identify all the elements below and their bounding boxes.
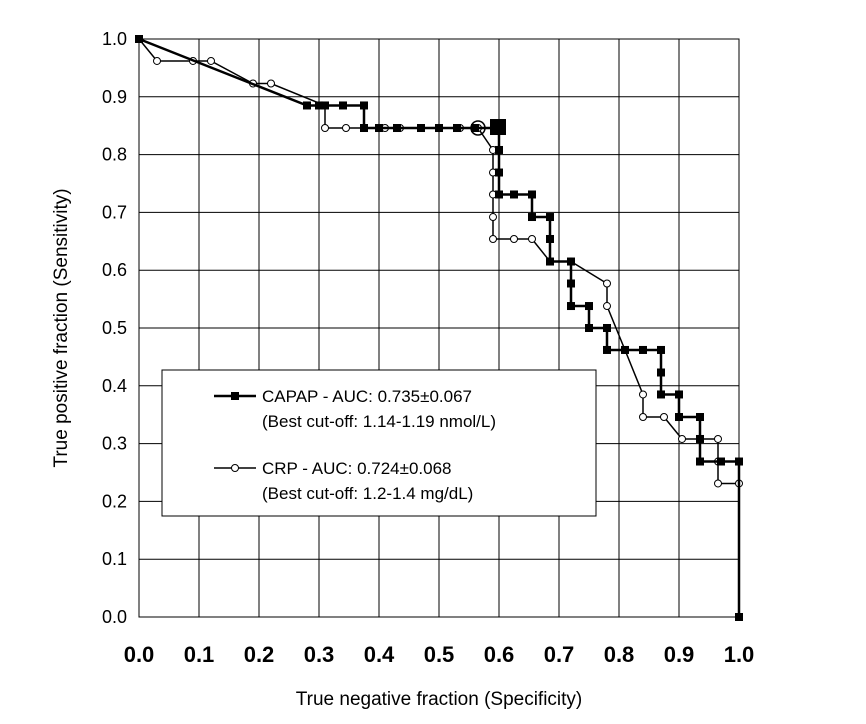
series-layer <box>135 35 743 621</box>
crp-point <box>510 234 518 243</box>
crp-point <box>153 56 161 65</box>
capap-point <box>360 101 368 110</box>
y-tick-label: 0.1 <box>102 549 127 569</box>
capap-point <box>546 213 554 222</box>
capap-point <box>657 345 665 354</box>
x-tick-label: 0.6 <box>484 642 515 667</box>
crp-point <box>489 213 497 222</box>
legend-crp-cutoff: (Best cut-off: 1.2-1.4 mg/dL) <box>262 484 473 503</box>
capap-point <box>393 124 401 133</box>
legend: CAPAP - AUC: 0.735±0.067 (Best cut-off: … <box>161 369 597 517</box>
crp-point <box>528 234 536 243</box>
y-tick-label: 1.0 <box>102 29 127 49</box>
y-tick-label: 0.9 <box>102 87 127 107</box>
crp-point <box>207 56 215 65</box>
y-tick-label: 0.7 <box>102 202 127 222</box>
crp-point <box>639 413 647 422</box>
crp-point <box>714 434 722 443</box>
crp-point <box>603 302 611 311</box>
x-tick-label: 0.1 <box>184 642 215 667</box>
crp-point <box>639 390 647 399</box>
x-tick-label: 0.9 <box>664 642 695 667</box>
capap-point <box>717 457 725 466</box>
capap-point <box>603 324 611 332</box>
x-tick-label: 1.0 <box>724 642 755 667</box>
capap-point <box>735 457 743 466</box>
capap-point <box>375 124 383 133</box>
capap-point <box>303 101 311 110</box>
capap-point <box>135 35 143 43</box>
capap-point <box>675 413 683 422</box>
y-tick-label: 0.5 <box>102 318 127 338</box>
capap-point <box>696 413 704 422</box>
capap-point <box>696 457 704 466</box>
capap-point <box>495 168 503 177</box>
capap-point <box>585 302 593 311</box>
y-axis-ticks: 0.0 0.1 0.2 0.3 0.4 0.5 0.6 0.7 0.8 0.9 1.0 <box>102 29 127 627</box>
y-tick-label: 0.6 <box>102 260 127 280</box>
capap-point <box>567 257 575 266</box>
legend-crp-marker <box>231 464 239 472</box>
y-axis-label: True positive fraction (Sensitivity) <box>51 188 72 467</box>
x-tick-label: 0.3 <box>304 642 335 667</box>
legend-capap-label: CAPAP - AUC: 0.735±0.067 <box>262 387 472 406</box>
capap-point <box>621 345 629 354</box>
capap-point <box>696 434 704 443</box>
capap-point <box>546 257 554 266</box>
legend-capap-marker <box>231 392 239 400</box>
legend-crp-label: CRP - AUC: 0.724±0.068 <box>262 459 452 478</box>
crp-point <box>603 279 611 288</box>
capap-point <box>471 124 479 133</box>
capap-point <box>315 101 323 110</box>
crp-point <box>342 124 350 133</box>
x-axis-label: True negative fraction (Specificity) <box>296 689 583 710</box>
plot-frame <box>138 38 740 618</box>
capap-point <box>510 190 518 199</box>
x-tick-label: 0.8 <box>604 642 635 667</box>
capap-point <box>495 190 503 199</box>
y-tick-label: 0.3 <box>102 434 127 454</box>
x-tick-label: 0.2 <box>244 642 275 667</box>
capap-point <box>528 213 536 222</box>
capap-point <box>495 145 503 154</box>
capap-point <box>675 390 683 399</box>
y-tick-label: 0.8 <box>102 145 127 165</box>
capap-point <box>567 302 575 311</box>
crp-point <box>660 413 668 422</box>
capap-point <box>567 279 575 288</box>
capap-best-cutoff-marker <box>490 119 506 136</box>
legend-capap-cutoff: (Best cut-off: 1.14-1.19 nmol/L) <box>262 412 496 431</box>
capap-point <box>735 613 743 621</box>
x-tick-label: 0.4 <box>364 642 395 667</box>
capap-point <box>585 324 593 332</box>
crp-point <box>321 124 329 133</box>
x-tick-label: 0.0 <box>124 642 155 667</box>
x-tick-label: 0.5 <box>424 642 455 667</box>
crp-point <box>267 79 275 88</box>
capap-point <box>603 345 611 354</box>
capap-point <box>639 345 647 354</box>
capap-point <box>339 101 347 110</box>
capap-point <box>528 190 536 199</box>
capap-point <box>435 124 443 133</box>
crp-point <box>678 434 686 443</box>
capap-point <box>417 124 425 133</box>
crp-point <box>489 234 497 243</box>
capap-point <box>657 368 665 377</box>
capap-point <box>657 390 665 399</box>
crp-point <box>714 479 722 488</box>
capap-point <box>453 124 461 133</box>
y-tick-label: 0.2 <box>102 491 127 511</box>
y-tick-label: 0.0 <box>102 607 127 627</box>
x-axis-ticks: 0.0 0.1 0.2 0.3 0.4 0.5 0.6 0.7 0.8 0.9 1.0 <box>124 642 755 667</box>
capap-point <box>321 101 329 110</box>
capap-point <box>546 234 554 243</box>
capap-point <box>360 124 368 133</box>
x-tick-label: 0.7 <box>544 642 575 667</box>
y-tick-label: 0.4 <box>102 376 127 396</box>
